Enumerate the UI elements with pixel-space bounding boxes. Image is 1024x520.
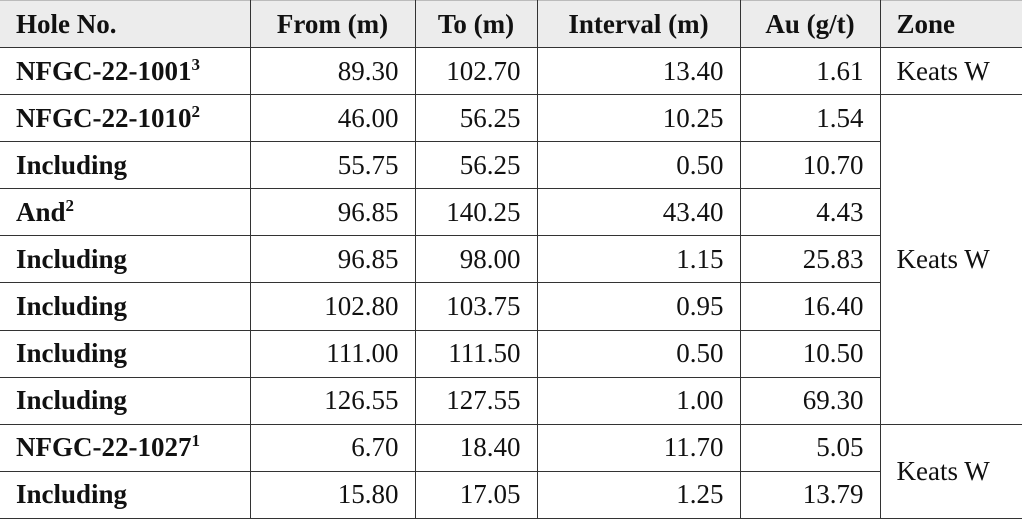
interval-cell: 0.95 <box>536 282 741 331</box>
hole-label: And <box>16 196 66 227</box>
hole-cell: NFGC-22-10013 <box>0 46 251 96</box>
hole-cell: NFGC-22-10102 <box>0 94 251 143</box>
header-au: Au (g/t) <box>739 0 881 48</box>
hole-cell: And2 <box>0 188 251 237</box>
table-row: NFGC-22-10271 6.70 18.40 11.70 5.05 Keats W <box>0 423 1022 520</box>
zone-cell: Keats W <box>879 94 1022 425</box>
au-cell: 4.43 <box>739 188 880 237</box>
to-cell: 18.40 <box>414 423 538 472</box>
hole-cell: Including <box>0 235 251 284</box>
au-cell: 16.40 <box>739 282 880 331</box>
au-cell: 13.79 <box>739 470 880 520</box>
hole-cell: Including <box>0 282 251 331</box>
hole-label: Including <box>16 149 128 180</box>
from-cell: 15.80 <box>249 470 416 520</box>
au-cell: 69.30 <box>739 376 880 425</box>
interval-cell: 1.15 <box>536 235 741 284</box>
footnote-marker: 3 <box>191 54 200 74</box>
to-cell: 102.70 <box>414 46 538 96</box>
to-cell: 127.55 <box>414 376 538 425</box>
au-cell: 25.83 <box>739 235 880 284</box>
header-zone: Zone <box>879 0 1022 48</box>
table-row: Including 55.75 56.25 0.50 10.70 <box>0 141 1022 190</box>
hole-label: NFGC-22-1027 <box>16 432 192 463</box>
au-cell: 1.61 <box>739 46 881 96</box>
header-to: To (m) <box>414 0 538 48</box>
header-from: From (m) <box>249 0 416 48</box>
to-cell: 140.25 <box>414 188 538 237</box>
to-cell: 56.25 <box>414 94 538 143</box>
header-interval: Interval (m) <box>536 0 741 48</box>
hole-label: Including <box>16 338 128 369</box>
au-cell: 5.05 <box>739 423 881 472</box>
from-cell: 46.00 <box>249 94 416 143</box>
to-cell: 98.00 <box>414 235 538 284</box>
from-cell: 6.70 <box>249 423 416 472</box>
to-cell: 17.05 <box>414 470 538 520</box>
au-cell: 10.50 <box>739 329 880 378</box>
interval-cell: 10.25 <box>536 94 741 143</box>
table-row: Including 102.80 103.75 0.95 16.40 <box>0 282 1022 331</box>
footnote-marker: 1 <box>191 431 200 451</box>
header-hole-no: Hole No. <box>0 0 251 48</box>
table-row: NFGC-22-10102 46.00 56.25 10.25 1.54 Keats W <box>0 94 1022 425</box>
hole-cell: NFGC-22-10271 <box>0 423 251 472</box>
interval-cell: 0.50 <box>536 141 741 190</box>
from-cell: 111.00 <box>249 329 416 378</box>
from-cell: 126.55 <box>249 376 416 425</box>
from-cell: 96.85 <box>249 235 416 284</box>
table-row: Including 111.00 111.50 0.50 10.50 <box>0 329 1022 378</box>
interval-cell: 1.25 <box>536 470 741 520</box>
table-row: Including 96.85 98.00 1.15 25.83 <box>0 235 1022 284</box>
from-cell: 102.80 <box>249 282 416 331</box>
hole-cell: Including <box>0 329 251 378</box>
from-cell: 55.75 <box>249 141 416 190</box>
zone-cell: Keats W <box>879 46 1022 96</box>
zone-cell: Keats W <box>879 423 1022 520</box>
footnote-marker: 2 <box>191 101 200 121</box>
table-row: Including 126.55 127.55 1.00 69.30 <box>0 376 1022 425</box>
interval-cell: 43.40 <box>536 188 741 237</box>
hole-label: NFGC-22-1010 <box>16 102 192 133</box>
hole-label: Including <box>16 291 128 322</box>
interval-cell: 13.40 <box>536 46 741 96</box>
au-cell: 10.70 <box>739 141 880 190</box>
hole-label: Including <box>16 243 128 274</box>
interval-cell: 1.00 <box>536 376 741 425</box>
interval-cell: 0.50 <box>536 329 741 378</box>
hole-cell: Including <box>0 141 251 190</box>
hole-label: NFGC-22-1001 <box>16 55 192 86</box>
table-row: NFGC-22-10013 89.30 102.70 13.40 1.61 Keats W <box>0 46 1022 96</box>
footnote-marker: 2 <box>65 195 75 215</box>
table-row: Including 15.80 17.05 1.25 13.79 <box>0 470 1022 520</box>
from-cell: 89.30 <box>249 46 416 96</box>
au-cell: 1.54 <box>739 94 881 143</box>
from-cell: 96.85 <box>249 188 416 237</box>
hole-cell: Including <box>0 470 251 520</box>
hole-label: Including <box>16 385 128 416</box>
table-row: And2 96.85 140.25 43.40 4.43 <box>0 188 1022 237</box>
interval-cell: 11.70 <box>536 423 741 472</box>
hole-cell: Including <box>0 376 251 425</box>
to-cell: 103.75 <box>414 282 538 331</box>
to-cell: 56.25 <box>414 141 538 190</box>
hole-label: Including <box>16 479 128 510</box>
header-row: Hole No. From (m) To (m) Interval (m) Au… <box>0 0 1022 48</box>
to-cell: 111.50 <box>414 329 538 378</box>
